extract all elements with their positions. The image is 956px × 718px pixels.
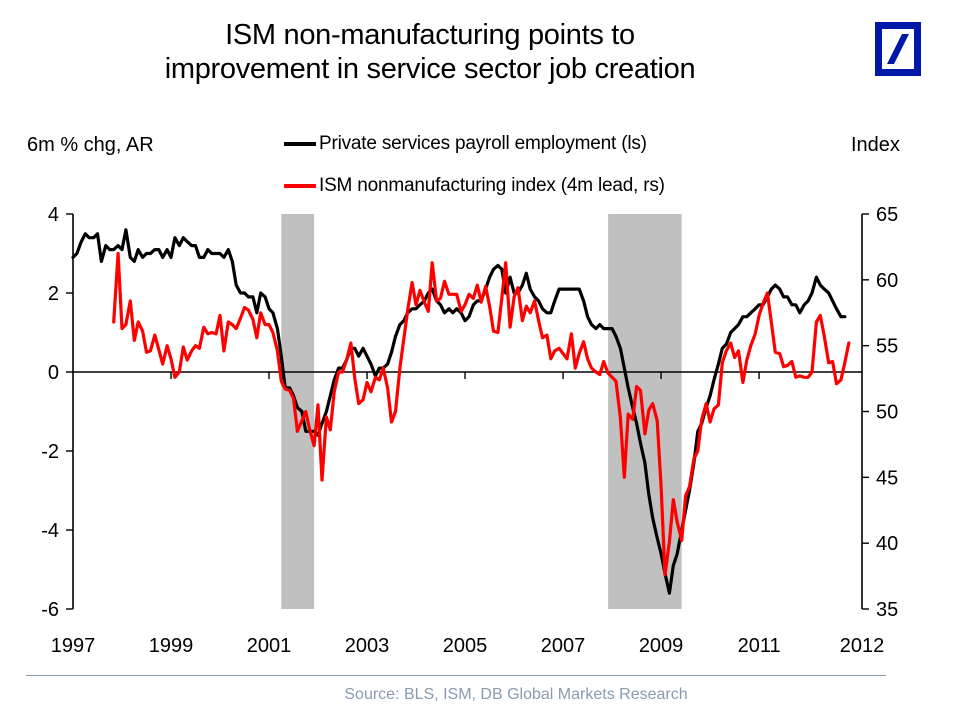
right-tick-label: 50 [876,402,898,424]
left-tick-label: -6 [41,599,59,621]
x-tick-label: 2009 [639,635,684,657]
source-note: Source: BLS, ISM, DB Global Markets Rese… [344,686,688,703]
left-tick-label: 2 [48,283,59,305]
left-axis-title: 6m % chg, AR [27,134,154,156]
x-tick-label: 2001 [247,635,292,657]
chart-title-line-1: ISM non-manufacturing points to [225,19,635,51]
x-axis-labels: 1997 1999 2001 2003 2005 2007 2009 2011 2012 [51,635,885,657]
right-tick-label: 55 [876,336,898,358]
legend-label-employment: Private services payroll employment (ls) [319,133,647,154]
series-lines [71,228,851,595]
legend-label-ism: ISM nonmanufacturing index (4m lead, rs) [319,175,665,196]
x-tick-label: 2012 [840,635,885,657]
left-tick-label: 4 [48,204,59,226]
legend-item-ism: ISM nonmanufacturing index (4m lead, rs) [284,175,665,197]
chart-title: ISM non-manufacturing points to improvem… [140,18,720,86]
x-tick-label: 2005 [443,635,488,657]
x-tick-label: 2007 [541,635,586,657]
series-line-employment [71,228,847,595]
right-axis-ticks: 65 60 55 50 45 40 35 [862,204,898,621]
x-axis-ticks [170,372,760,379]
legend-swatch-ism [284,184,316,188]
logo-slash [887,34,909,64]
x-tick-label: 1997 [51,635,96,657]
recession-band-1 [281,214,315,609]
chart-title-line-2: improvement in service sector job creati… [164,53,696,85]
right-axis-title: Index [851,134,900,156]
left-tick-label: -4 [41,520,59,542]
x-tick-label: 2011 [738,635,781,657]
left-tick-label: -2 [41,441,59,463]
legend-swatch-employment [284,142,316,146]
x-tick-label: 2003 [345,635,390,657]
legend-item-employment: Private services payroll employment (ls) [284,133,647,155]
deutsche-bank-logo-icon [875,22,921,76]
right-tick-label: 35 [876,599,898,621]
right-tick-label: 65 [876,204,898,226]
right-tick-label: 40 [876,533,898,555]
left-axis-ticks: 4 2 0 -2 -4 -6 [41,204,73,621]
source-divider [26,675,886,676]
left-tick-label: 0 [48,362,59,384]
series-line-ism [112,251,851,577]
right-tick-label: 45 [876,467,898,489]
x-tick-label: 1999 [149,635,194,657]
recession-bands [281,214,682,609]
right-tick-label: 60 [876,270,898,292]
